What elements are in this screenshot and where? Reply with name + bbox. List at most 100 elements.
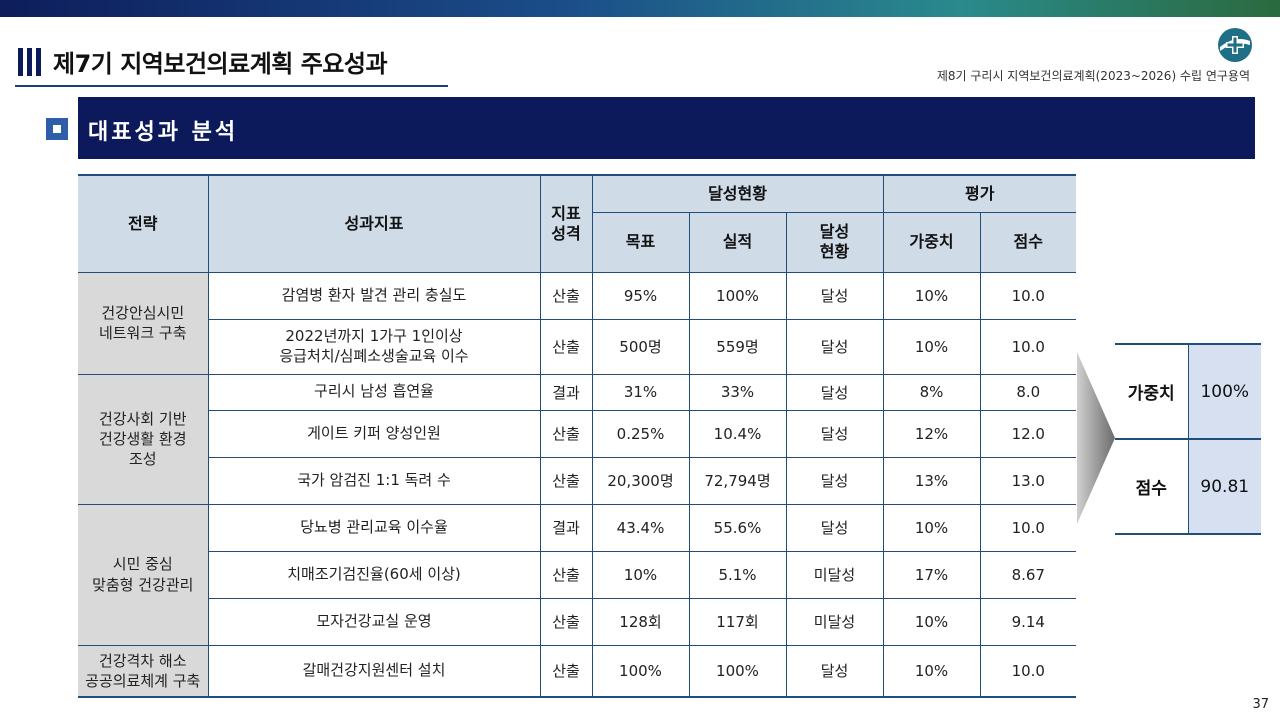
- header-strategy: 전략: [78, 174, 209, 273]
- weight-cell: 10%: [882, 318, 981, 375]
- score-cell: 10.0: [979, 318, 1077, 375]
- target-cell: 128회: [591, 597, 690, 646]
- header-indicator: 성과지표: [207, 174, 541, 273]
- indicator-cell: 게이트 키퍼 양성인원: [208, 409, 541, 458]
- indicator-cell: 국가 암검진 1:1 독려 수: [208, 456, 541, 505]
- actual-cell: 5.1%: [688, 550, 787, 599]
- weight-cell: 17%: [882, 550, 981, 599]
- status-cell: 달성: [785, 373, 884, 411]
- actual-cell: 100%: [688, 644, 787, 698]
- header-nature: 지표 성격: [539, 174, 593, 273]
- indicator-cell: 구리시 남성 흡연율: [207, 373, 541, 411]
- score-cell: 8.67: [979, 550, 1077, 599]
- target-cell: 43.4%: [591, 503, 690, 552]
- summary-weight-value: 100%: [1188, 343, 1261, 440]
- status-cell: 달성: [785, 318, 884, 375]
- actual-cell: 72,794명: [688, 456, 787, 505]
- summary-score-value: 90.81: [1188, 438, 1261, 535]
- target-cell: 100%: [591, 644, 690, 698]
- table-row: 치매조기검진율(60세 이상) 산출 10% 5.1% 미달성 17% 8.67: [78, 550, 1077, 599]
- weight-cell: 13%: [882, 456, 981, 505]
- strategy-cell: 시민 중심 맞춤형 건강관리: [78, 503, 209, 646]
- nature-cell: 산출: [539, 597, 593, 646]
- nature-cell: 결과: [539, 503, 593, 552]
- nature-cell: 산출: [539, 644, 593, 698]
- header-target: 목표: [592, 211, 690, 273]
- strategy-cell: 건강안심시민 네트워크 구축: [78, 271, 209, 375]
- weight-cell: 12%: [882, 409, 981, 458]
- performance-table: 전략 성과지표 지표 성격 달성현황 평가 목표 실적 달성 현황 가중치 점수…: [78, 174, 1077, 698]
- target-cell: 20,300명: [591, 456, 690, 505]
- strategy-cell: 건강격차 해소 공공의료체계 구축: [78, 644, 209, 698]
- nature-cell: 산출: [539, 456, 593, 505]
- indicator-cell: 치매조기검진율(60세 이상): [208, 550, 541, 599]
- table-row: 건강격차 해소 공공의료체계 구축 갈매건강지원센터 설치 산출 100% 10…: [78, 644, 1077, 698]
- summary-weight-label: 가중치: [1115, 343, 1189, 440]
- score-cell: 10.0: [979, 503, 1077, 552]
- target-cell: 500명: [591, 318, 690, 375]
- score-cell: 10.0: [979, 271, 1077, 320]
- status-cell: 달성: [785, 644, 884, 698]
- header-evaluation: 평가: [882, 174, 1077, 213]
- status-cell: 달성: [785, 456, 884, 505]
- actual-cell: 559명: [688, 318, 787, 375]
- target-cell: 95%: [591, 271, 690, 320]
- page-title-block: 제7기 지역보건의료계획 주요성과: [18, 44, 388, 79]
- indicator-cell: 당뇨병 관리교육 이수율: [207, 503, 541, 552]
- nature-cell: 산출: [539, 271, 593, 320]
- health-cross-logo-icon: [1218, 28, 1252, 62]
- report-subtitle: 제8기 구리시 지역보건의료계획(2023~2026) 수립 연구용역: [936, 69, 1250, 83]
- indicator-cell: 감염병 환자 발견 관리 충실도: [207, 271, 541, 320]
- header-achievement: 달성현황: [591, 174, 884, 213]
- header-actual: 실적: [688, 211, 787, 273]
- weight-cell: 10%: [882, 503, 981, 552]
- nature-cell: 결과: [539, 373, 593, 411]
- result-arrow-icon: [1077, 352, 1115, 524]
- weight-cell: 10%: [882, 271, 981, 320]
- target-cell: 31%: [591, 373, 690, 411]
- status-cell: 미달성: [785, 597, 884, 646]
- weight-cell: 10%: [882, 644, 981, 698]
- actual-cell: 10.4%: [688, 409, 787, 458]
- nature-cell: 산출: [539, 409, 593, 458]
- status-cell: 달성: [785, 409, 884, 458]
- nature-cell: 산출: [539, 550, 593, 599]
- title-underline: [15, 85, 448, 87]
- header-status: 달성 현황: [785, 211, 884, 273]
- table-row: 국가 암검진 1:1 독려 수 산출 20,300명 72,794명 달성 13…: [78, 456, 1077, 505]
- section-square-icon: [46, 118, 68, 140]
- score-cell: 12.0: [979, 409, 1077, 458]
- page-title: 제7기 지역보건의료계획 주요성과: [53, 50, 388, 78]
- strategy-cell: 건강사회 기반 건강생활 환경 조성: [78, 373, 209, 505]
- actual-cell: 55.6%: [688, 503, 787, 552]
- summary-row-weight: 가중치 100%: [1115, 343, 1261, 440]
- score-cell: 13.0: [979, 456, 1077, 505]
- indicator-cell: 갈매건강지원센터 설치: [207, 644, 541, 698]
- score-cell: 8.0: [979, 373, 1077, 411]
- summary-score-label: 점수: [1115, 438, 1189, 535]
- actual-cell: 100%: [688, 271, 787, 320]
- target-cell: 0.25%: [591, 409, 690, 458]
- target-cell: 10%: [591, 550, 690, 599]
- header-weight: 가중치: [882, 211, 981, 273]
- table-row: 모자건강교실 운영 산출 128회 117회 미달성 10% 9.14: [78, 597, 1077, 646]
- table-row: 시민 중심 맞춤형 건강관리 당뇨병 관리교육 이수율 결과 43.4% 55.…: [78, 503, 1077, 646]
- status-cell: 달성: [785, 503, 884, 552]
- table-row: 건강사회 기반 건강생활 환경 조성 구리시 남성 흡연율 결과 31% 33%…: [78, 373, 1077, 505]
- weight-cell: 10%: [882, 597, 981, 646]
- table-row: 게이트 키퍼 양성인원 산출 0.25% 10.4% 달성 12% 12.0: [78, 409, 1077, 458]
- status-cell: 미달성: [785, 550, 884, 599]
- status-cell: 달성: [785, 271, 884, 320]
- section-title: 대표성과 분석: [88, 120, 239, 145]
- score-cell: 9.14: [979, 597, 1077, 646]
- weight-cell: 8%: [882, 373, 981, 411]
- indicator-cell: 모자건강교실 운영: [208, 597, 541, 646]
- summary-table: 가중치 100% 점수 90.81: [1115, 343, 1261, 535]
- page-number: 37: [1252, 697, 1269, 712]
- actual-cell: 33%: [688, 373, 787, 411]
- header-score: 점수: [979, 211, 1077, 273]
- title-bars-icon: [18, 47, 41, 76]
- section-banner: [78, 97, 1255, 159]
- indicator-cell: 2022년까지 1가구 1인이상 응급처치/심폐소생술교육 이수: [208, 318, 541, 375]
- score-cell: 10.0: [979, 644, 1077, 698]
